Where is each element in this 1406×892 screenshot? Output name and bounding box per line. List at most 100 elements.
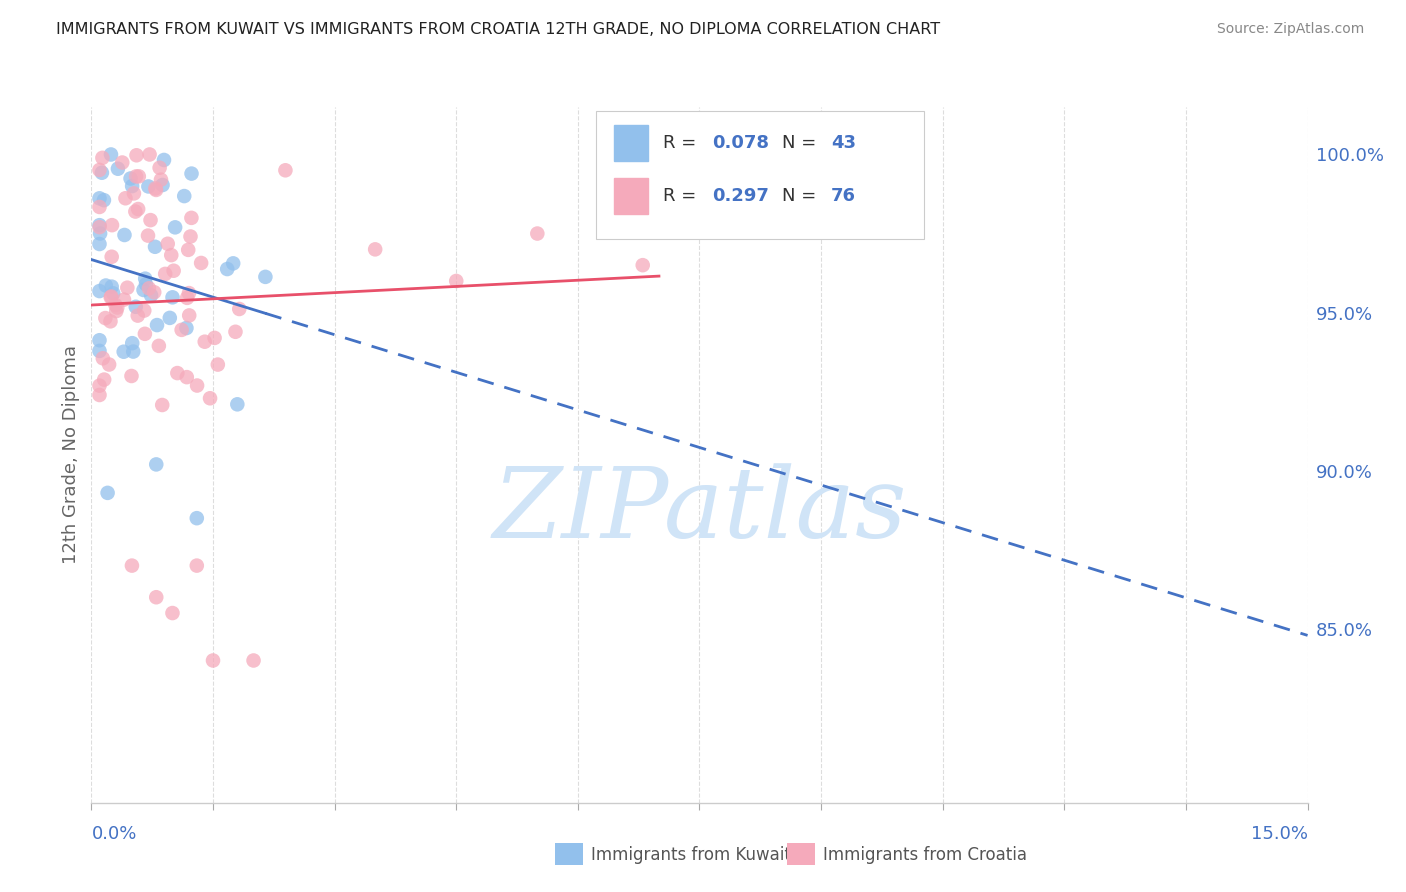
Point — [98, 358, 121, 372]
Point — [152, 178, 174, 192]
Text: ZIPatlas: ZIPatlas — [492, 463, 907, 558]
Point — [134, 271, 156, 285]
Point — [121, 179, 143, 194]
Point — [228, 301, 250, 316]
Point — [89, 333, 111, 347]
Point — [117, 281, 139, 295]
Point — [105, 301, 128, 315]
Point — [631, 258, 654, 272]
Point — [160, 248, 183, 262]
Point — [204, 331, 226, 345]
Point — [194, 334, 217, 349]
Point — [148, 339, 170, 353]
Point — [128, 169, 150, 184]
Text: 0.0%: 0.0% — [91, 825, 136, 843]
Point — [122, 186, 145, 201]
Point — [136, 228, 159, 243]
Point — [100, 279, 122, 293]
Point — [121, 558, 143, 573]
Point — [89, 220, 111, 235]
Point — [135, 277, 157, 292]
Point — [89, 227, 111, 241]
Text: R =: R = — [664, 187, 702, 205]
Point — [89, 284, 111, 298]
Point — [89, 378, 111, 392]
Point — [105, 304, 128, 318]
Point — [186, 378, 208, 392]
Text: R =: R = — [664, 134, 702, 153]
Point — [114, 191, 136, 205]
Text: N =: N = — [782, 134, 823, 153]
Text: 15.0%: 15.0% — [1250, 825, 1308, 843]
Point — [150, 398, 173, 412]
Point — [112, 344, 135, 359]
Point — [173, 189, 195, 203]
Point — [100, 290, 122, 304]
Point — [121, 336, 143, 351]
Point — [100, 314, 122, 328]
Point — [186, 511, 208, 525]
Text: N =: N = — [782, 187, 823, 205]
Point — [93, 373, 115, 387]
Point — [125, 169, 148, 184]
Point — [121, 369, 143, 384]
Text: 0.078: 0.078 — [711, 134, 769, 153]
Point — [254, 269, 277, 284]
Text: 0.297: 0.297 — [711, 187, 769, 205]
Point — [145, 183, 167, 197]
Point — [177, 243, 200, 257]
Point — [153, 153, 176, 167]
Point — [217, 262, 239, 277]
Bar — [614, 178, 648, 214]
Point — [202, 653, 225, 667]
Point — [127, 202, 149, 216]
Point — [162, 290, 184, 304]
Point — [149, 161, 172, 175]
Point — [138, 281, 160, 295]
Point — [186, 558, 208, 573]
Point — [145, 458, 167, 472]
Point — [125, 148, 148, 162]
Point — [138, 179, 160, 194]
Point — [146, 318, 169, 332]
Point — [143, 285, 166, 300]
Point — [112, 293, 135, 307]
Point — [89, 237, 111, 252]
Point — [226, 397, 249, 411]
Point — [176, 321, 198, 335]
Point — [526, 227, 548, 241]
Point — [364, 243, 387, 257]
Point — [222, 256, 245, 270]
Point — [90, 166, 112, 180]
Point — [104, 298, 127, 312]
Point — [120, 171, 142, 186]
Point — [124, 204, 146, 219]
Point — [122, 344, 145, 359]
Point — [139, 288, 162, 302]
Point — [165, 220, 187, 235]
Point — [89, 343, 111, 358]
Point — [156, 236, 179, 251]
Point — [198, 391, 221, 405]
Point — [107, 161, 129, 176]
Y-axis label: 12th Grade, No Diploma: 12th Grade, No Diploma — [62, 345, 80, 565]
Point — [89, 191, 111, 205]
Point — [89, 218, 111, 232]
Text: Source: ZipAtlas.com: Source: ZipAtlas.com — [1216, 22, 1364, 37]
Point — [180, 167, 202, 181]
Point — [180, 211, 202, 225]
Point — [138, 147, 160, 161]
Point — [97, 486, 120, 500]
Point — [177, 286, 200, 301]
Point — [134, 303, 156, 318]
Point — [153, 267, 176, 281]
Text: 43: 43 — [831, 134, 856, 153]
Point — [132, 283, 155, 297]
Point — [89, 388, 111, 402]
Point — [89, 163, 111, 178]
Point — [242, 653, 264, 667]
Point — [103, 286, 125, 301]
Point — [91, 151, 114, 165]
Point — [143, 240, 166, 254]
Point — [274, 163, 297, 178]
